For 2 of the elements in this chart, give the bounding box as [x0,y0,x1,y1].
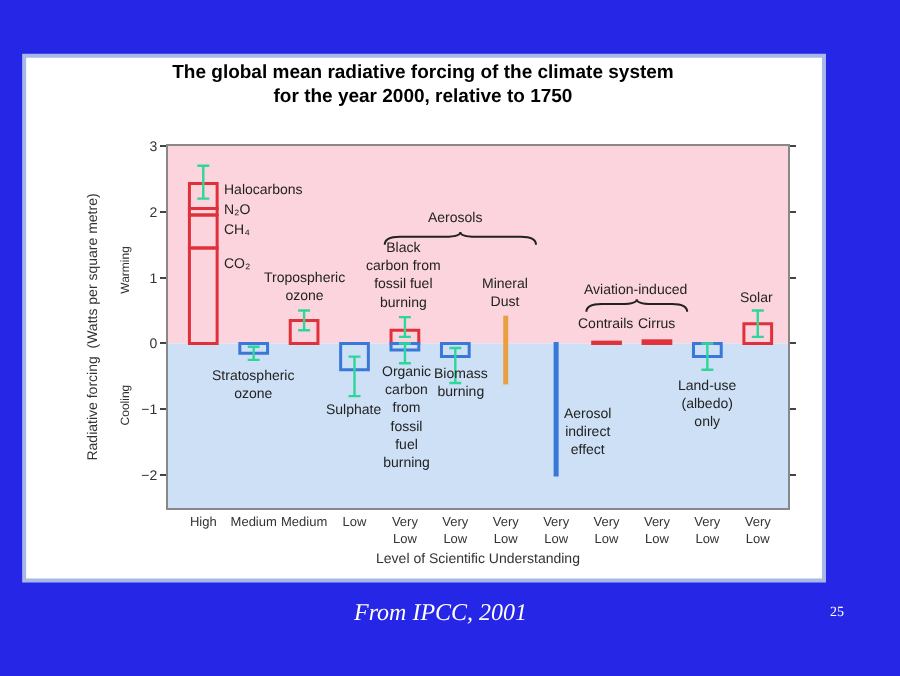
chart-title: The global mean radiative forcing of the climate system for the year 2000, relative to 1750 [172,61,674,109]
text: From IPCC, 2001 [352,598,528,626]
